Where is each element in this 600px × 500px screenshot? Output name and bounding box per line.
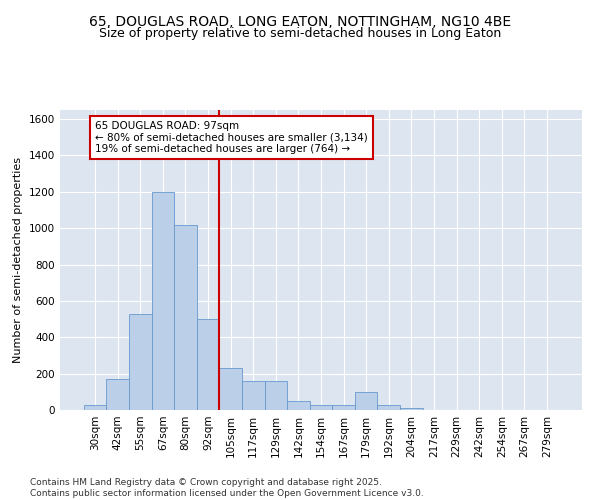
Bar bbox=[84, 404, 106, 410]
Text: Contains HM Land Registry data © Crown copyright and database right 2025.
Contai: Contains HM Land Registry data © Crown c… bbox=[30, 478, 424, 498]
Bar bbox=[377, 404, 400, 410]
Bar bbox=[106, 379, 129, 410]
Bar bbox=[220, 368, 242, 410]
Bar bbox=[152, 192, 174, 410]
Bar bbox=[400, 408, 422, 410]
Bar bbox=[355, 392, 377, 410]
Bar bbox=[287, 401, 310, 410]
Bar bbox=[310, 404, 332, 410]
Bar bbox=[197, 319, 220, 410]
Text: Size of property relative to semi-detached houses in Long Eaton: Size of property relative to semi-detach… bbox=[99, 28, 501, 40]
Bar bbox=[174, 224, 197, 410]
Text: 65, DOUGLAS ROAD, LONG EATON, NOTTINGHAM, NG10 4BE: 65, DOUGLAS ROAD, LONG EATON, NOTTINGHAM… bbox=[89, 15, 511, 29]
Text: 65 DOUGLAS ROAD: 97sqm
← 80% of semi-detached houses are smaller (3,134)
19% of : 65 DOUGLAS ROAD: 97sqm ← 80% of semi-det… bbox=[95, 121, 368, 154]
Bar bbox=[265, 381, 287, 410]
Bar bbox=[332, 406, 355, 410]
Bar bbox=[242, 381, 265, 410]
Bar bbox=[129, 314, 152, 410]
Y-axis label: Number of semi-detached properties: Number of semi-detached properties bbox=[13, 157, 23, 363]
